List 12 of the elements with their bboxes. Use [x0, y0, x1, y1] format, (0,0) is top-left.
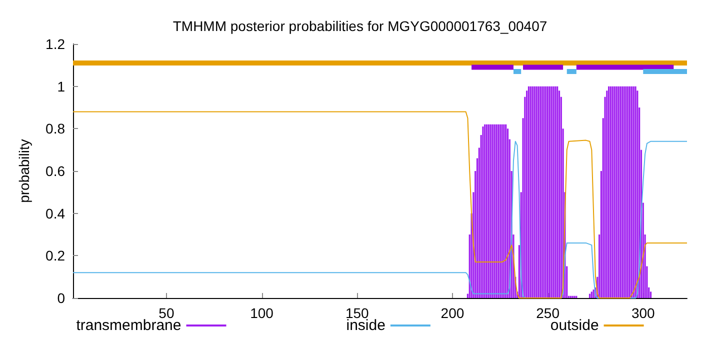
x-tick-label: 100 — [250, 305, 274, 321]
x-tick-label: 300 — [631, 305, 656, 321]
y-tick-label: 0.4 — [46, 205, 66, 222]
y-tick-label: 1.2 — [46, 36, 66, 52]
y-tick-label: 0 — [57, 290, 66, 306]
x-tick-label: 200 — [440, 305, 464, 321]
y-tick-label: 0.2 — [46, 248, 66, 264]
chart-title: TMHMM posterior probabilities for MGYG000001763_00407 — [172, 18, 548, 34]
y-tick-label: 0.8 — [46, 120, 66, 137]
y-axis-title: probability — [16, 139, 32, 203]
y-tick-label: 0.6 — [46, 163, 66, 179]
y-tick-label: 1 — [57, 78, 66, 94]
